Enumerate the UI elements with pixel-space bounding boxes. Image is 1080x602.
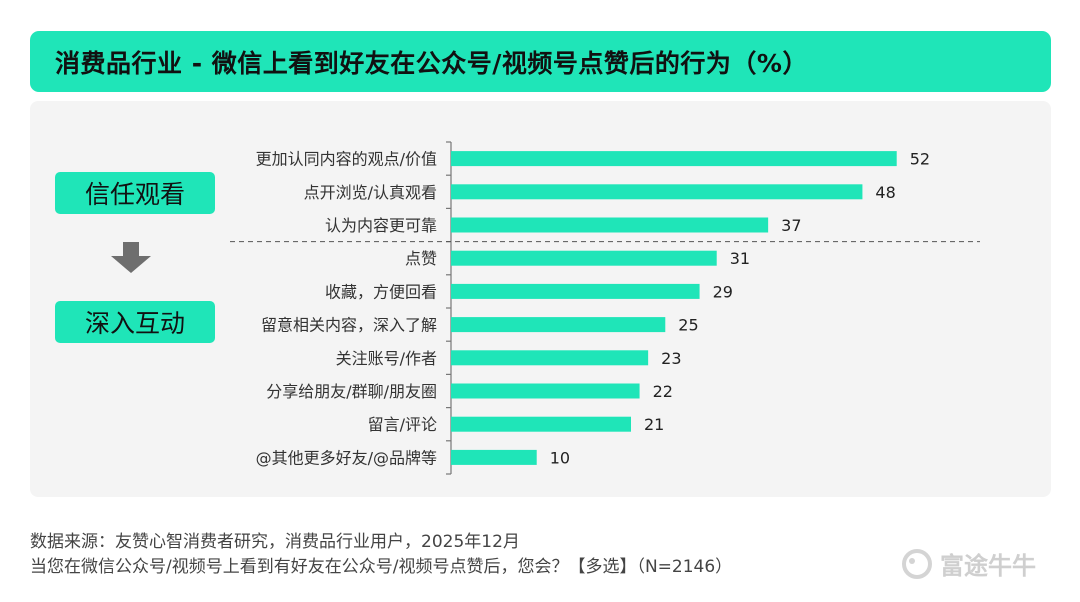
category-label: 点赞 — [405, 249, 437, 268]
source-note: 数据来源：友赞心智消费者研究，消费品行业用户，2025年12月 — [30, 532, 520, 552]
arrow-down-icon — [111, 242, 151, 273]
data-label: 52 — [910, 150, 930, 169]
category-label: 点开浏览/认真观看 — [304, 183, 437, 202]
data-label: 25 — [678, 316, 698, 335]
data-label: 21 — [644, 415, 664, 434]
bar — [451, 184, 863, 200]
category-label: 认为内容更可靠 — [325, 216, 437, 235]
data-label: 10 — [550, 448, 570, 467]
bar — [451, 416, 631, 432]
watermark-text: 富途牛牛 — [940, 552, 1036, 580]
bar — [451, 350, 649, 366]
category-label: 留意相关内容，深入了解 — [261, 316, 437, 335]
category-label: 分享给朋友/群聊/朋友圈 — [266, 382, 437, 401]
futu-logo-icon — [902, 548, 932, 579]
data-label: 37 — [781, 216, 801, 235]
data-label: 23 — [661, 349, 681, 368]
data-label: 29 — [713, 282, 733, 301]
question-note: 当您在微信公众号/视频号上看到有好友在公众号/视频号点赞后，您会？【多选】（N=… — [30, 557, 733, 577]
bar — [451, 151, 897, 167]
bar — [451, 383, 640, 399]
bar — [451, 250, 717, 266]
data-label: 48 — [875, 183, 895, 202]
tag-interact: 深入互动 — [55, 301, 215, 343]
category-label: 收藏，方便回看 — [325, 282, 437, 301]
watermark: 富途牛牛 — [900, 546, 1036, 581]
bar — [451, 217, 769, 233]
data-label: 22 — [653, 382, 673, 401]
chart-title: 消费品行业 - 微信上看到好友在公众号/视频号点赞后的行为（%） — [55, 48, 808, 78]
category-label: @其他更多好友/@品牌等 — [256, 448, 437, 467]
bar — [451, 449, 537, 465]
bar — [451, 317, 666, 333]
bar — [451, 283, 700, 299]
category-label: 关注账号/作者 — [336, 349, 437, 368]
title-bar: 消费品行业 - 微信上看到好友在公众号/视频号点赞后的行为（%） — [30, 31, 1051, 92]
category-label: 留言/评论 — [368, 415, 437, 434]
data-label: 31 — [730, 249, 750, 268]
category-label: 更加认同内容的观点/价值 — [256, 150, 437, 169]
tag-trust: 信任观看 — [55, 172, 215, 214]
